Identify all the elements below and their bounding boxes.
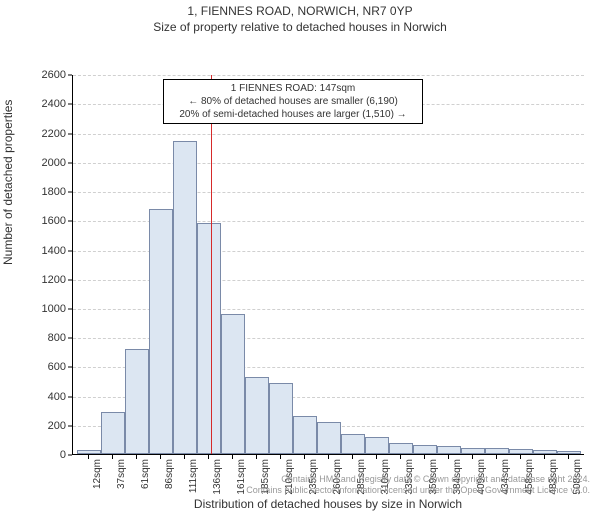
- reference-line: [211, 75, 212, 454]
- histogram-bar: [125, 349, 149, 454]
- y-tick-label: 1800: [42, 186, 66, 198]
- x-tick-mark: [472, 455, 473, 459]
- x-tick-mark: [256, 455, 257, 459]
- y-axis: 0200400600800100012001400160018002000220…: [28, 75, 72, 455]
- x-tick-label: 12sqm: [92, 459, 103, 489]
- histogram-bar: [269, 383, 293, 455]
- x-axis-label: Distribution of detached houses by size …: [72, 497, 584, 511]
- histogram-bar: [365, 437, 389, 455]
- x-tick-mark: [400, 455, 401, 459]
- x-tick-mark: [448, 455, 449, 459]
- x-tick-mark: [544, 455, 545, 459]
- x-tick-label: 136sqm: [212, 459, 223, 495]
- x-tick-mark: [88, 455, 89, 459]
- histogram-bar: [533, 450, 557, 454]
- footer: Contains HM Land Registry data © Crown c…: [246, 474, 590, 496]
- histogram-bar: [173, 141, 197, 454]
- histogram-bar: [245, 377, 269, 454]
- x-tick-mark: [184, 455, 185, 459]
- y-tick-label: 1200: [42, 274, 66, 286]
- y-tick-label: 2600: [42, 69, 66, 81]
- histogram-bar: [77, 450, 101, 454]
- histogram-bar: [461, 448, 485, 455]
- histogram-bar: [341, 434, 365, 454]
- annotation-line2: ← 80% of detached houses are smaller (6,…: [168, 95, 418, 108]
- histogram-bar: [509, 449, 533, 454]
- x-tick-mark: [568, 455, 569, 459]
- histogram-bar: [317, 422, 341, 454]
- y-tick-label: 0: [60, 449, 66, 461]
- histogram-bar: [413, 445, 437, 455]
- x-tick-mark: [280, 455, 281, 459]
- y-tick-label: 1400: [42, 245, 66, 257]
- histogram-bar: [557, 451, 581, 455]
- x-tick-mark: [136, 455, 137, 459]
- page: 1, FIENNES ROAD, NORWICH, NR7 0YP Size o…: [0, 0, 600, 500]
- histogram-bar: [197, 223, 221, 454]
- histogram-bar: [389, 443, 413, 455]
- x-tick-label: 61sqm: [140, 459, 151, 489]
- y-tick-label: 800: [48, 332, 66, 344]
- chart-title-line1: 1, FIENNES ROAD, NORWICH, NR7 0YP: [0, 0, 600, 20]
- footer-line1: Contains HM Land Registry data © Crown c…: [246, 474, 590, 485]
- plot-area: 1 FIENNES ROAD: 147sqm ← 80% of detached…: [72, 75, 584, 455]
- bar-container: [77, 75, 580, 454]
- y-tick-label: 2200: [42, 128, 66, 140]
- x-tick-mark: [208, 455, 209, 459]
- histogram-bar: [101, 412, 125, 454]
- y-tick-label: 200: [48, 420, 66, 432]
- annotation-box: 1 FIENNES ROAD: 147sqm ← 80% of detached…: [163, 79, 423, 124]
- histogram-bar: [293, 416, 317, 454]
- histogram-bar: [437, 446, 461, 454]
- y-tick-label: 2400: [42, 98, 66, 110]
- x-tick-mark: [520, 455, 521, 459]
- y-tick-label: 1000: [42, 303, 66, 315]
- x-tick-mark: [424, 455, 425, 459]
- x-tick-mark: [496, 455, 497, 459]
- x-tick-mark: [328, 455, 329, 459]
- x-tick-mark: [232, 455, 233, 459]
- y-axis-label: Number of detached properties: [1, 100, 15, 265]
- histogram-bar: [221, 314, 245, 454]
- x-tick-mark: [160, 455, 161, 459]
- y-tick-label: 400: [48, 391, 66, 403]
- annotation-line1: 1 FIENNES ROAD: 147sqm: [168, 82, 418, 95]
- y-tick-label: 1600: [42, 215, 66, 227]
- x-tick-mark: [112, 455, 113, 459]
- x-tick-label: 111sqm: [188, 459, 199, 493]
- y-tick-label: 600: [48, 361, 66, 373]
- annotation-line3: 20% of semi-detached houses are larger (…: [168, 108, 418, 121]
- x-tick-label: 37sqm: [116, 459, 127, 489]
- x-tick-mark: [304, 455, 305, 459]
- x-tick-label: 86sqm: [164, 459, 175, 489]
- x-tick-mark: [352, 455, 353, 459]
- x-tick-mark: [376, 455, 377, 459]
- histogram-bar: [485, 448, 509, 454]
- footer-line2: Contains public sector information licen…: [246, 485, 590, 496]
- chart-title-line2: Size of property relative to detached ho…: [0, 20, 600, 36]
- y-tick-label: 2000: [42, 157, 66, 169]
- histogram-bar: [149, 209, 173, 455]
